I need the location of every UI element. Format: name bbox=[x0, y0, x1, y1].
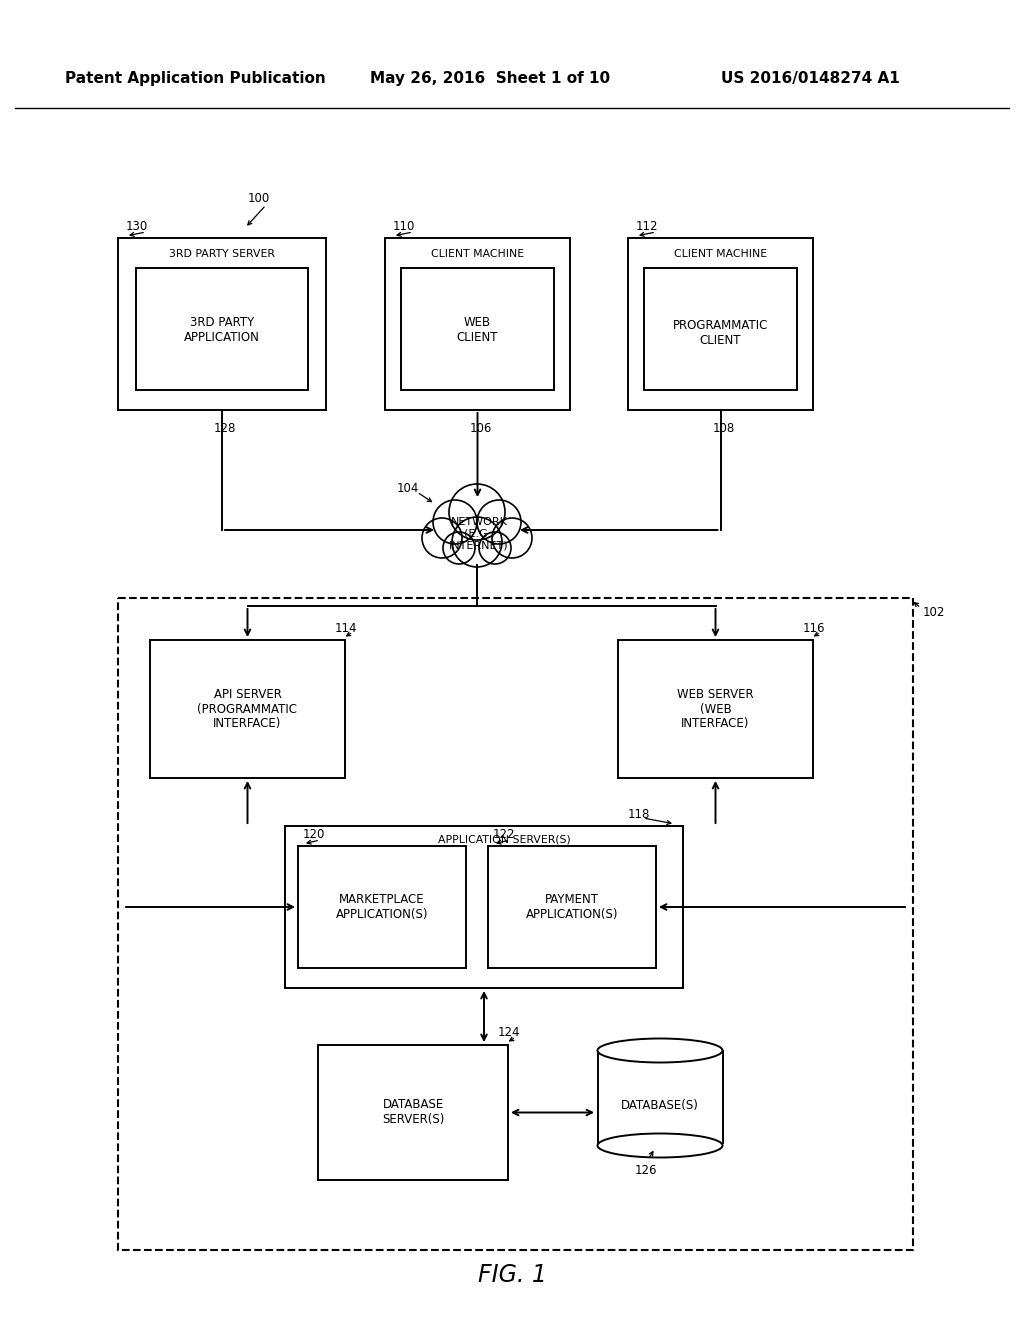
Circle shape bbox=[479, 532, 511, 564]
Bar bbox=[628, 238, 813, 411]
Bar bbox=[385, 238, 570, 411]
Text: CLIENT MACHINE: CLIENT MACHINE bbox=[431, 249, 524, 259]
Text: 108: 108 bbox=[713, 421, 735, 434]
Circle shape bbox=[477, 500, 521, 544]
Text: Patent Application Publication: Patent Application Publication bbox=[65, 70, 326, 86]
Text: 122: 122 bbox=[493, 828, 515, 841]
Text: PROGRAMMATIC
CLIENT: PROGRAMMATIC CLIENT bbox=[673, 319, 768, 347]
Bar bbox=[118, 598, 913, 1250]
Text: 3RD PARTY SERVER: 3RD PARTY SERVER bbox=[169, 249, 275, 259]
Text: 102: 102 bbox=[923, 606, 945, 619]
Text: 130: 130 bbox=[126, 219, 148, 232]
Circle shape bbox=[492, 517, 532, 558]
Text: API SERVER
(PROGRAMMATIC
INTERFACE): API SERVER (PROGRAMMATIC INTERFACE) bbox=[198, 688, 298, 730]
Bar bbox=[136, 268, 308, 389]
Text: 112: 112 bbox=[636, 219, 658, 232]
Text: NETWORK
(E.G.,
INTERNET): NETWORK (E.G., INTERNET) bbox=[450, 517, 509, 550]
Text: DATABASE
SERVER(S): DATABASE SERVER(S) bbox=[382, 1098, 444, 1126]
Text: 126: 126 bbox=[635, 1163, 657, 1176]
Text: 118: 118 bbox=[628, 808, 650, 821]
Text: DATABASE(S): DATABASE(S) bbox=[622, 1100, 699, 1113]
Text: FIG. 1: FIG. 1 bbox=[477, 1263, 547, 1287]
Circle shape bbox=[433, 500, 477, 544]
Bar bbox=[644, 268, 797, 389]
Circle shape bbox=[443, 532, 475, 564]
Bar bbox=[150, 640, 345, 777]
Text: US 2016/0148274 A1: US 2016/0148274 A1 bbox=[721, 70, 899, 86]
Circle shape bbox=[422, 517, 462, 558]
Circle shape bbox=[449, 484, 505, 540]
Text: 104: 104 bbox=[397, 482, 420, 495]
Bar bbox=[488, 846, 656, 968]
Text: 128: 128 bbox=[214, 421, 237, 434]
Text: 124: 124 bbox=[498, 1027, 520, 1040]
Text: 106: 106 bbox=[469, 421, 492, 434]
Text: PAYMENT
APPLICATION(S): PAYMENT APPLICATION(S) bbox=[525, 894, 618, 921]
Bar bbox=[401, 268, 554, 389]
Text: WEB
CLIENT: WEB CLIENT bbox=[457, 315, 499, 345]
Text: May 26, 2016  Sheet 1 of 10: May 26, 2016 Sheet 1 of 10 bbox=[370, 70, 610, 86]
Text: 120: 120 bbox=[303, 828, 326, 841]
Text: MARKETPLACE
APPLICATION(S): MARKETPLACE APPLICATION(S) bbox=[336, 894, 428, 921]
Bar bbox=[618, 640, 813, 777]
Text: APPLICATION SERVER(S): APPLICATION SERVER(S) bbox=[437, 836, 570, 845]
Text: 116: 116 bbox=[803, 622, 825, 635]
Bar bbox=[318, 1045, 508, 1180]
Circle shape bbox=[452, 517, 502, 568]
Bar bbox=[298, 846, 466, 968]
Text: WEB SERVER
(WEB
INTERFACE): WEB SERVER (WEB INTERFACE) bbox=[677, 688, 754, 730]
Text: CLIENT MACHINE: CLIENT MACHINE bbox=[674, 249, 767, 259]
Text: 3RD PARTY
APPLICATION: 3RD PARTY APPLICATION bbox=[184, 315, 260, 345]
Bar bbox=[597, 1051, 723, 1146]
Ellipse shape bbox=[597, 1039, 723, 1063]
Text: 114: 114 bbox=[335, 622, 357, 635]
Bar bbox=[118, 238, 326, 411]
Text: 100: 100 bbox=[248, 191, 270, 205]
Ellipse shape bbox=[597, 1134, 723, 1158]
Text: 110: 110 bbox=[393, 219, 416, 232]
Bar bbox=[285, 826, 683, 987]
